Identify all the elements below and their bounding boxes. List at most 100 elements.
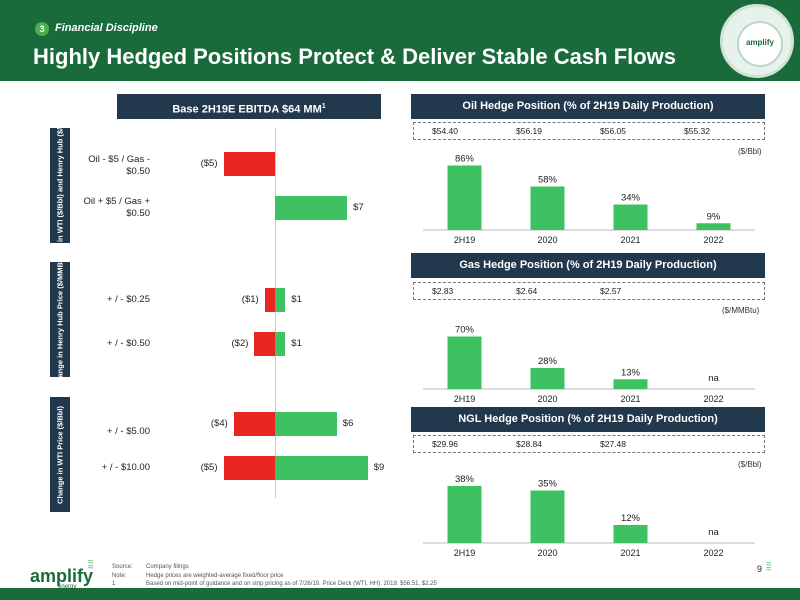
footnote-key: 1 <box>112 581 116 587</box>
gas-price-2021: $2.57 <box>600 286 622 296</box>
gas-price-box: $2.83 $2.64 $2.57 <box>413 282 765 300</box>
sensitivity-bar-label-positive: $1 <box>291 294 302 305</box>
sensitivity-row-label: + / - $0.50 <box>106 338 150 349</box>
gas-hedge-data-label: 28% <box>538 356 558 367</box>
footnote-source: Source: Company filings <box>112 563 437 572</box>
sensitivity-bar-positive <box>275 412 337 436</box>
sensitivity-bar-label-negative: ($5) <box>200 158 218 169</box>
footnote-text: Company filings <box>146 564 189 570</box>
gas-hedge-tick-label: 2021 <box>620 394 640 404</box>
gas-hedge-data-label: 70% <box>455 325 475 336</box>
oil-hedge-tick-label: 2020 <box>537 235 557 245</box>
oil-price-2h19: $54.40 <box>432 126 458 136</box>
gas-hedge-bar <box>447 336 482 389</box>
ngl-price-2021: $27.48 <box>600 439 626 449</box>
footnote-key: Note: <box>112 572 127 579</box>
oil-hedge-data-label: 58% <box>538 175 558 186</box>
ngl-hedge-tick-label: 2022 <box>703 548 723 558</box>
sensitivity-bar-positive <box>275 196 348 220</box>
oil-hedge-data-label: 34% <box>621 193 641 204</box>
gas-price-2h19: $2.83 <box>432 286 454 296</box>
ngl-unit: ($/Bbl) <box>738 460 762 469</box>
ngl-hedge-data-label: na <box>708 527 719 538</box>
footer-logo-word: amplify <box>30 566 94 586</box>
gas-hedge-bar <box>613 379 648 389</box>
sensitivity-bar-label-negative: ($5) <box>200 462 218 473</box>
oil-hedge-bar <box>613 204 648 230</box>
gas-unit: ($/MMBtu) <box>722 306 760 315</box>
group-label-text: Change in WTI ($/Bbl) and Henry Hub ($/M… <box>55 99 65 272</box>
page-number: 9 <box>757 564 763 574</box>
section-label: Financial Discipline <box>55 22 158 34</box>
sensitivity-row-label: + / - $5.00 <box>106 426 150 437</box>
ngl-hedge-bar <box>447 486 482 543</box>
oil-hedge-bar <box>530 186 565 230</box>
oil-banner: Oil Hedge Position (% of 2H19 Daily Prod… <box>411 94 765 119</box>
sensitivity-row-label: + / - $0.25 <box>106 294 150 305</box>
sensitivity-bar-label-negative: ($2) <box>231 338 249 349</box>
sensitivity-bar-positive <box>275 288 286 312</box>
ngl-hedge-chart: 38% 2H19 35% 2020 12% 2021 na 2022 <box>413 453 765 563</box>
gas-hedge-svg: 70% 2H19 28% 2020 13% 2021 na 2022 <box>423 325 755 404</box>
oil-hedge-data-label: 86% <box>455 154 475 165</box>
ngl-hedge-bar <box>530 490 565 543</box>
header-bar: 3 Financial Discipline Highly Hedged Pos… <box>0 0 800 81</box>
ngl-hedge-svg: 38% 2H19 35% 2020 12% 2021 na 2022 <box>423 474 755 558</box>
gas-hedge-tick-label: 2H19 <box>454 394 476 404</box>
footer-logo-sub: energy <box>58 584 77 590</box>
ngl-hedge-data-label: 12% <box>621 513 641 524</box>
amplify-globe-logo-icon: amplify <box>720 4 794 78</box>
wave-icon: ≈ ≈ <box>88 557 94 573</box>
oil-price-2022: $55.32 <box>684 126 710 136</box>
gas-hedge-bar <box>530 368 565 389</box>
oil-price-2021: $56.05 <box>600 126 626 136</box>
logo-inner: amplify <box>737 21 783 67</box>
sensitivity-bar-negative <box>233 412 275 436</box>
ngl-banner: NGL Hedge Position (% of 2H19 Daily Prod… <box>411 407 765 432</box>
sensitivity-bar-negative <box>254 332 275 356</box>
gas-hedge-data-label: na <box>708 373 719 384</box>
ebitda-banner-text: Base 2H19E EBITDA $64 MM <box>172 103 322 116</box>
group-label-wti: Change in WTI Price ($/Bbl) <box>50 397 70 512</box>
oil-price-2020: $56.19 <box>516 126 542 136</box>
sensitivity-bar-label-positive: $9 <box>373 462 385 473</box>
oil-hedge-bar <box>696 223 731 230</box>
section-number-badge: 3 <box>35 22 49 36</box>
oil-hedge-tick-label: 2H19 <box>454 235 476 245</box>
footnote-text: Based on mid-point of guidance and on st… <box>146 581 437 587</box>
oil-hedge-tick-label: 2022 <box>703 235 723 245</box>
sensitivity-bar-negative <box>264 288 275 312</box>
oil-hedge-bar <box>447 165 482 230</box>
ngl-hedge-data-label: 35% <box>538 479 558 490</box>
group-label-text: Change in Henry Hub Price ($/MMBtu) <box>55 251 65 388</box>
ngl-price-2020: $28.84 <box>516 439 542 449</box>
ngl-price-box: $29.96 $28.84 $27.48 <box>413 435 765 453</box>
group-label-henry-hub: Change in Henry Hub Price ($/MMBtu) <box>50 252 70 387</box>
gas-hedge-tick-label: 2020 <box>537 394 557 404</box>
logo-text: amplify <box>745 38 774 47</box>
ngl-hedge-bar <box>613 525 648 543</box>
sensitivity-bar-positive <box>275 332 286 356</box>
oil-unit: ($/Bbl) <box>738 147 762 156</box>
sensitivity-zero-axis <box>275 128 276 498</box>
sensitivity-bar-label-negative: ($1) <box>241 294 259 305</box>
ngl-hedge-data-label: 38% <box>455 474 475 485</box>
oil-hedge-tick-label: 2021 <box>620 235 640 245</box>
ngl-price-2h19: $29.96 <box>432 439 458 449</box>
sensitivity-row-label: + / - $10.00 <box>101 462 150 473</box>
oil-price-box: $54.40 $56.19 $56.05 $55.32 <box>413 122 765 140</box>
page-title: Highly Hedged Positions Protect & Delive… <box>33 44 677 69</box>
sensitivity-bar-positive <box>275 456 368 480</box>
ebitda-banner: Base 2H19E EBITDA $64 MM1 <box>117 94 381 119</box>
footer-amplify-logo: amplify energy ≈ ≈ <box>30 557 105 591</box>
group-label-text: Change in WTI Price ($/Bbl) <box>55 405 65 504</box>
page-wave-icon: ≈ ≈ <box>766 559 772 575</box>
footnote-1: 1 Based on mid-point of guidance and on s… <box>112 580 437 589</box>
gas-banner: Gas Hedge Position (% of 2H19 Daily Prod… <box>411 253 765 278</box>
footnote-note: Note: Hedge prices are weighted-average f… <box>112 572 437 581</box>
gas-hedge-tick-label: 2022 <box>703 394 723 404</box>
footnote-text: Hedge prices are weighted-average fixed/… <box>146 572 284 579</box>
sensitivity-bar-label-positive: $7 <box>353 202 364 213</box>
gas-price-2020: $2.64 <box>516 286 538 296</box>
gas-hedge-chart: 70% 2H19 28% 2020 13% 2021 na 2022 <box>413 299 765 409</box>
